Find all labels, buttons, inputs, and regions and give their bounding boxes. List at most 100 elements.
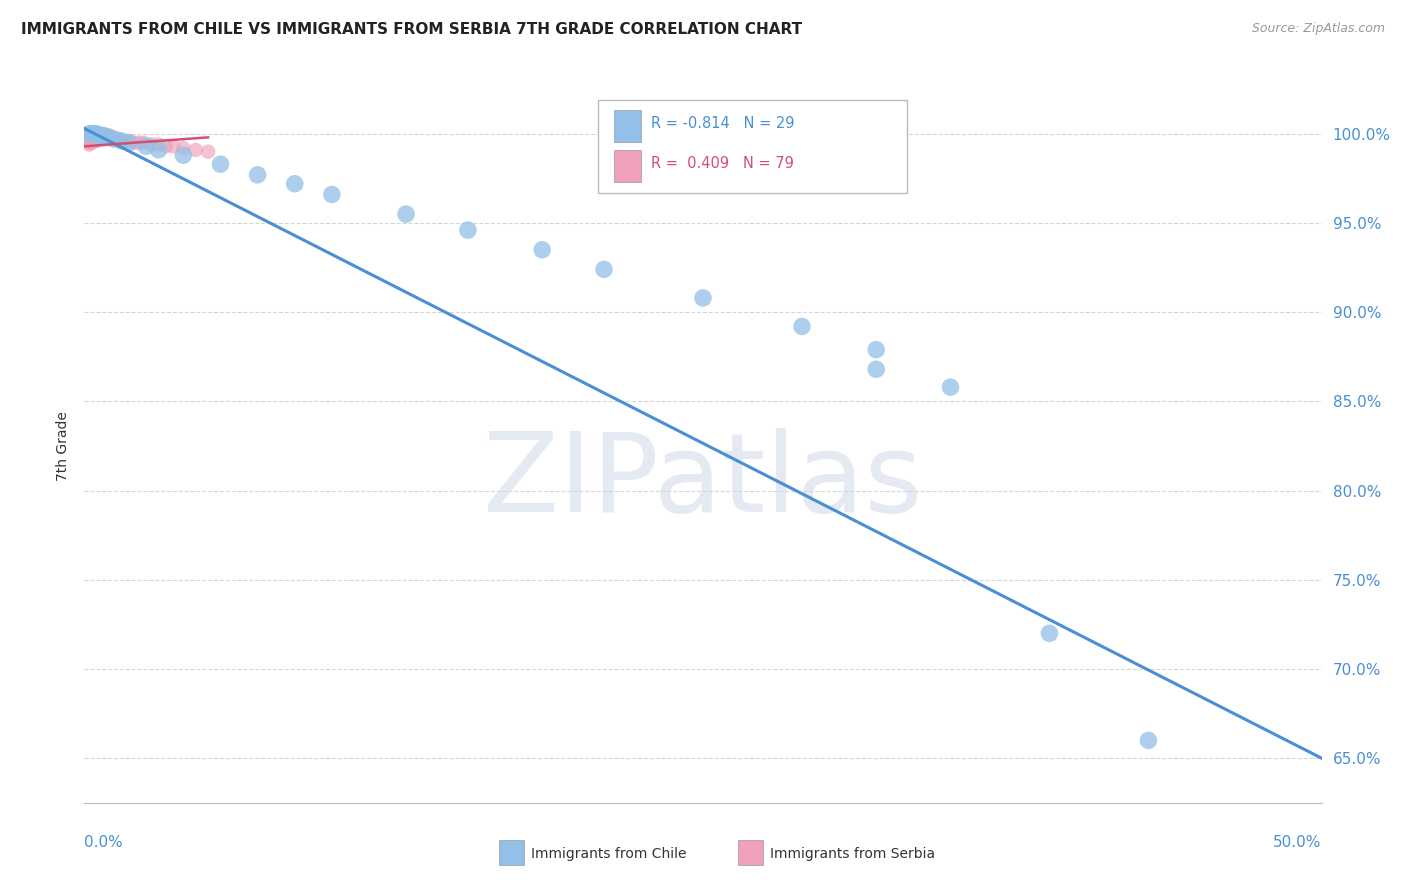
Point — [172, 141, 194, 155]
Bar — [614, 110, 641, 142]
Point — [128, 136, 150, 150]
Point — [79, 136, 101, 150]
Point — [93, 132, 115, 146]
Point — [79, 132, 101, 146]
Point — [531, 243, 554, 257]
Point — [93, 128, 115, 143]
Point — [76, 128, 98, 143]
Point — [939, 380, 962, 394]
Point — [110, 134, 132, 148]
Point — [93, 128, 115, 143]
Point — [118, 134, 141, 148]
Point — [76, 128, 98, 143]
Point — [76, 132, 98, 146]
Point — [80, 130, 103, 145]
Point — [76, 128, 98, 143]
Point — [172, 148, 194, 162]
Point — [76, 128, 98, 143]
Point — [76, 134, 98, 148]
Point — [83, 132, 105, 146]
Point — [865, 362, 887, 376]
Point — [96, 130, 118, 145]
Point — [86, 128, 108, 143]
Point — [184, 143, 207, 157]
Point — [80, 132, 103, 146]
Point — [790, 319, 813, 334]
Point — [80, 128, 103, 143]
Point — [103, 132, 125, 146]
Point — [118, 136, 141, 150]
Point — [246, 168, 269, 182]
Point — [148, 143, 170, 157]
Point — [79, 130, 101, 145]
Point — [80, 132, 103, 146]
Point — [209, 157, 232, 171]
Point — [1137, 733, 1160, 747]
Point — [79, 130, 101, 145]
Point — [141, 137, 163, 152]
Point — [197, 145, 219, 159]
Point — [90, 130, 112, 145]
Point — [110, 134, 132, 148]
Point — [148, 137, 170, 152]
Point — [83, 130, 105, 145]
Point — [79, 132, 101, 146]
Point — [98, 130, 121, 145]
Point — [76, 130, 98, 145]
Point — [80, 130, 103, 145]
Point — [89, 128, 111, 143]
Point — [79, 128, 101, 143]
Point — [457, 223, 479, 237]
Point — [105, 132, 128, 146]
Bar — [614, 150, 641, 182]
Point — [80, 134, 103, 148]
Point — [122, 136, 145, 150]
Point — [83, 130, 105, 145]
Point — [865, 343, 887, 357]
Text: R =  0.409   N = 79: R = 0.409 N = 79 — [651, 156, 794, 171]
FancyBboxPatch shape — [598, 100, 907, 193]
Point — [89, 128, 111, 143]
Point — [79, 130, 101, 145]
Point — [132, 136, 155, 150]
Point — [76, 132, 98, 146]
Text: 50.0%: 50.0% — [1274, 835, 1322, 850]
Point — [79, 134, 101, 148]
Point — [692, 291, 714, 305]
Point — [76, 130, 98, 145]
Point — [284, 177, 307, 191]
Text: Source: ZipAtlas.com: Source: ZipAtlas.com — [1251, 22, 1385, 36]
Point — [593, 262, 616, 277]
Point — [79, 137, 101, 152]
Point — [76, 130, 98, 145]
Text: Immigrants from Chile: Immigrants from Chile — [531, 847, 688, 861]
Point — [98, 130, 121, 145]
Point — [80, 127, 103, 141]
Point — [76, 130, 98, 145]
Point — [79, 128, 101, 143]
Point — [86, 134, 108, 148]
Point — [83, 128, 105, 143]
Point — [89, 130, 111, 145]
Point — [135, 139, 157, 153]
Y-axis label: 7th Grade: 7th Grade — [56, 411, 70, 481]
Text: R = -0.814   N = 29: R = -0.814 N = 29 — [651, 116, 794, 130]
Point — [79, 134, 101, 148]
Point — [90, 128, 112, 143]
Point — [80, 136, 103, 150]
Point — [100, 130, 122, 145]
Point — [79, 128, 101, 143]
Point — [90, 128, 112, 143]
Point — [155, 139, 177, 153]
Point — [96, 128, 118, 143]
Text: Immigrants from Serbia: Immigrants from Serbia — [770, 847, 935, 861]
Point — [1038, 626, 1060, 640]
Point — [321, 187, 343, 202]
Point — [76, 132, 98, 146]
Point — [80, 134, 103, 148]
Text: 0.0%: 0.0% — [84, 835, 124, 850]
Point — [79, 127, 101, 141]
Point — [76, 128, 98, 143]
Text: ZIPatlas: ZIPatlas — [484, 428, 922, 535]
Point — [86, 127, 108, 141]
